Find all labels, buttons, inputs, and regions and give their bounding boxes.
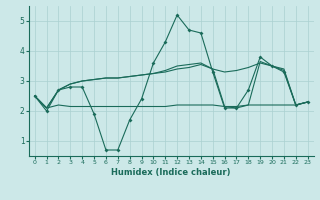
X-axis label: Humidex (Indice chaleur): Humidex (Indice chaleur) xyxy=(111,168,231,177)
